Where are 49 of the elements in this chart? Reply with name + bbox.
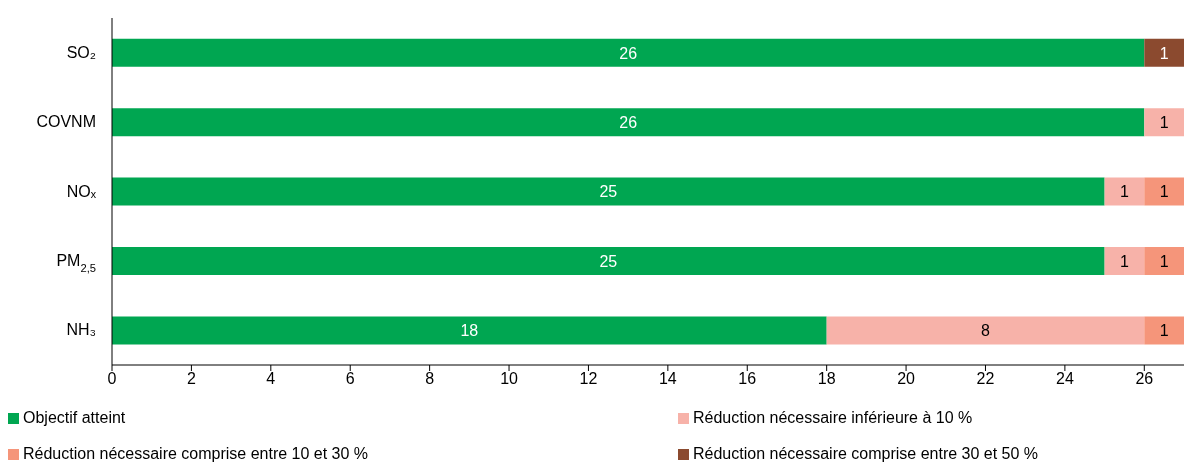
data-label: 1 — [1159, 113, 1169, 131]
x-tick-label: 10 — [500, 370, 519, 388]
legend-label: Objectif atteint — [23, 409, 126, 427]
x-tick-label: 4 — [266, 370, 276, 388]
data-label: 26 — [619, 44, 638, 62]
data-label: 18 — [460, 322, 479, 340]
data-label: 25 — [599, 252, 618, 270]
bar — [1104, 247, 1145, 276]
bar — [1104, 177, 1145, 206]
x-tick-label: 20 — [897, 370, 916, 388]
bar — [1144, 316, 1184, 345]
y-tick-label: NH₃ — [66, 321, 96, 339]
x-tick-label: 24 — [1055, 370, 1074, 388]
y-tick-label: COVNM — [36, 113, 96, 131]
x-tick-label: 14 — [658, 370, 677, 388]
x-tick-label: 16 — [738, 370, 757, 388]
bar — [112, 247, 1105, 276]
x-tick-label: 2 — [186, 370, 196, 388]
x-tick-label: 8 — [425, 370, 435, 388]
x-tick-label: 12 — [579, 370, 598, 388]
y-tick-label: PM$_{2,5}$ — [56, 251, 96, 274]
x-tick-label: 22 — [976, 370, 995, 388]
data-label: 1 — [1159, 252, 1169, 270]
bar — [826, 316, 1145, 345]
bar — [1144, 247, 1184, 276]
bar — [1144, 38, 1184, 67]
data-label: 1 — [1159, 322, 1169, 340]
legend-label: Réduction nécessaire comprise entre 10 et 30 % — [23, 445, 369, 463]
data-label: 1 — [1119, 252, 1129, 270]
data-label: 1 — [1159, 183, 1169, 201]
bar — [112, 38, 1145, 67]
bar — [112, 177, 1105, 206]
x-tick-label: 0 — [107, 370, 117, 388]
legend-label: Réduction nécessaire inférieure à 10 % — [693, 409, 973, 427]
legend-label: Réduction nécessaire comprise entre 30 et 50 % — [693, 445, 1039, 463]
data-label: 8 — [981, 322, 991, 340]
data-label: 26 — [619, 113, 638, 131]
data-label: 1 — [1159, 44, 1169, 62]
y-tick-label: NOₓ — [66, 182, 97, 200]
bar — [1144, 177, 1184, 206]
bar — [112, 316, 827, 345]
data-label: 1 — [1119, 183, 1129, 201]
x-tick-label: 26 — [1135, 370, 1154, 388]
bar — [1144, 108, 1184, 137]
x-tick-label: 18 — [817, 370, 836, 388]
data-label: 25 — [599, 183, 618, 201]
x-tick-label: 6 — [345, 370, 355, 388]
bar — [112, 108, 1145, 137]
y-tick-label: SO₂ — [66, 43, 96, 61]
